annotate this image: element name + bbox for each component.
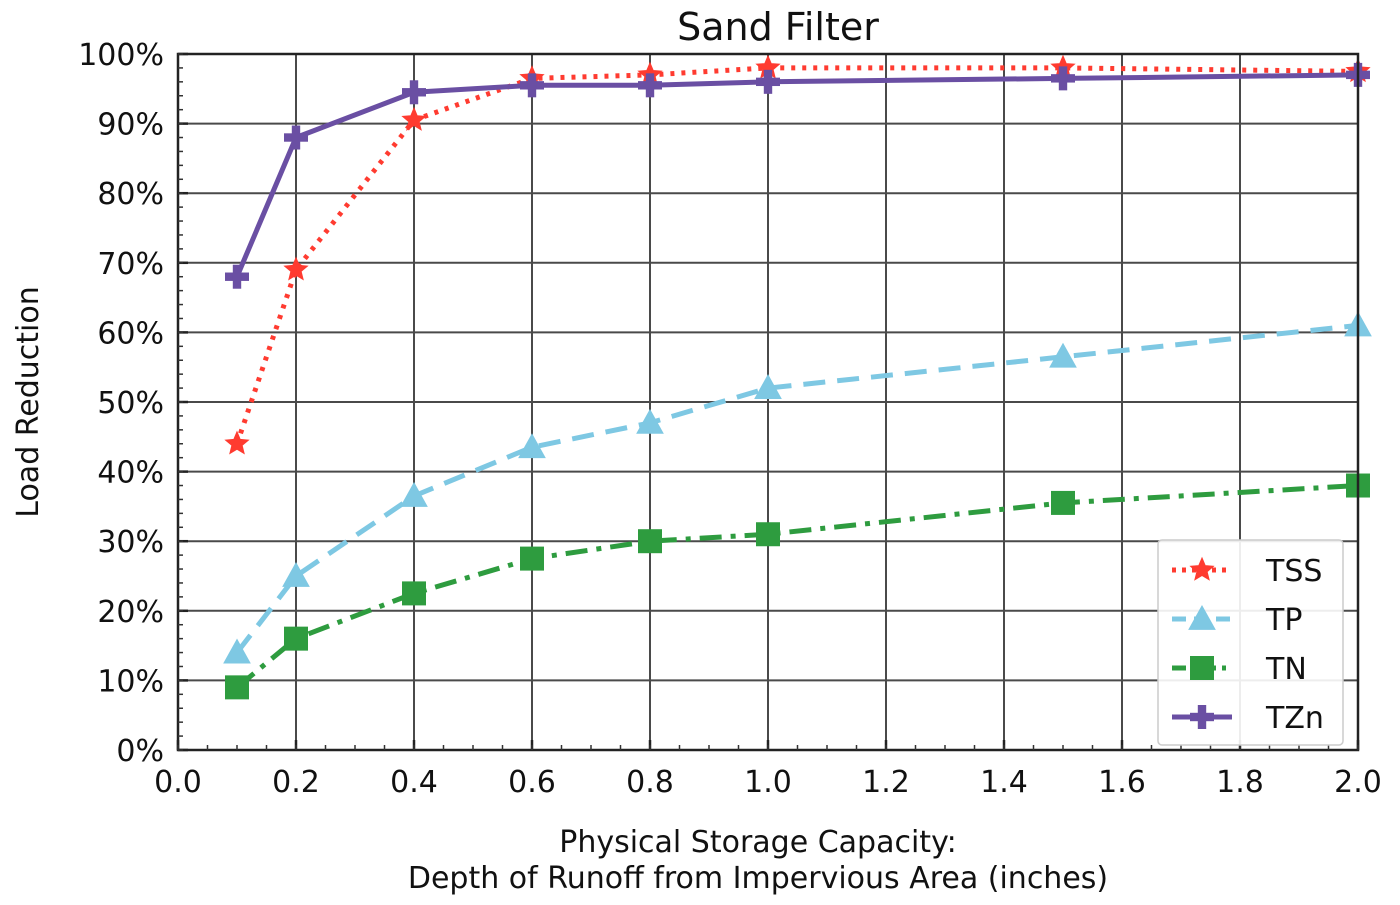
legend-marker-tn [1190,656,1214,680]
x-tick-label: 1.4 [980,765,1028,800]
plus-marker-bar-v [291,125,301,150]
data-point-tss [224,430,250,455]
data-point-tn [756,522,780,547]
x-tick-labels: 0.0 0.2 0.4 0.6 0.8 1.0 1.2 1.4 1.6 1.8 2.0 [154,765,1382,800]
y-tick-label: 100% [78,38,164,73]
legend-label-tn: TN [1265,652,1307,687]
data-point-tn [520,546,544,571]
series-line-tss [234,65,1359,445]
legend-marker-tss [1189,556,1215,581]
x-axis-label-line-2: Depth of Runoff from Impervious Area (in… [408,861,1108,896]
x-tick-label: 0.8 [626,765,674,800]
y-tick-label: 90% [97,108,164,143]
legend-box [1157,539,1344,746]
x-tick-label: 0.4 [390,765,438,800]
legend-item-tn: TN [1172,652,1307,687]
data-point-tzn [402,80,426,105]
axis-ticks [176,52,1360,752]
legend-item-tss: TSS [1172,554,1322,589]
series-tss [224,54,1371,455]
legend-marker-tp [1188,604,1216,630]
legend-item-tzn: TZn [1172,701,1324,736]
series-line-tzn [234,72,1359,278]
data-point-tzn [756,69,780,94]
plus-marker-bar-v [409,80,419,105]
data-point-tzn [284,125,308,150]
data-point-tn [638,529,662,554]
data-point-tn [225,675,249,700]
legend-item-tp: TP [1172,603,1302,638]
data-point-tn [1051,490,1075,515]
data-point-tzn [1051,66,1075,91]
data-point-tzn [520,73,544,98]
y-tick-label: 60% [97,316,164,351]
plus-marker-bar-v [527,73,537,98]
y-tick-label: 50% [97,386,164,421]
legend-label-tp: TP [1265,603,1302,638]
legend-marker-tzn [1190,705,1214,729]
data-point-tp [1049,342,1077,368]
y-tick-label: 80% [97,177,164,212]
y-axis-label: Load Reduction [11,286,46,517]
plus-marker-bar-v [763,69,773,94]
y-tick-label: 30% [97,525,164,560]
legend-label-tzn: TZn [1265,701,1324,736]
series-tzn [225,62,1370,289]
data-point-tp [282,561,310,587]
data-point-tp [223,638,251,664]
data-point-tn [284,626,308,651]
x-tick-label: 1.0 [744,765,792,800]
data-point-tn [402,581,426,606]
plus-marker-bar-v [232,264,242,289]
y-tick-label: 20% [97,595,164,630]
y-tick-label: 40% [97,456,164,491]
data-point-tp [754,374,782,399]
data-point-tp [636,408,664,434]
legend: TSS TP TN TZn [1157,539,1344,746]
y-tick-label: 10% [97,664,164,699]
data-point-tp [400,481,428,507]
x-tick-label: 0.0 [154,765,202,800]
y-tick-labels: 0% 10% 20% 30% 40% 50% 60% 70% 80% 90% 100% [78,38,164,769]
grid [178,54,1358,750]
chart-title: Sand Filter [677,5,879,49]
x-tick-label: 2.0 [1334,765,1382,800]
data-point-tp [518,433,546,459]
x-tick-label: 0.2 [272,765,320,800]
data-point-tzn [225,264,249,289]
plus-marker-bar-v [1197,705,1207,729]
data-point-tss [283,256,309,281]
x-axis-label-line-1: Physical Storage Capacity: [559,825,957,860]
series-line-tp [235,322,1359,655]
data-point-tzn [638,73,662,98]
x-tick-label: 1.8 [1216,765,1264,800]
y-tick-label: 70% [97,247,164,282]
plus-marker-bar-v [1058,66,1068,91]
data-point-tss [401,106,427,131]
x-tick-label: 1.2 [862,765,910,800]
x-tick-label: 0.6 [508,765,556,800]
y-tick-label: 0% [116,734,164,769]
x-tick-label: 1.6 [1098,765,1146,800]
series-line-tn [235,483,1359,690]
legend-label-tss: TSS [1265,554,1322,589]
plus-marker-bar-v [645,73,655,98]
